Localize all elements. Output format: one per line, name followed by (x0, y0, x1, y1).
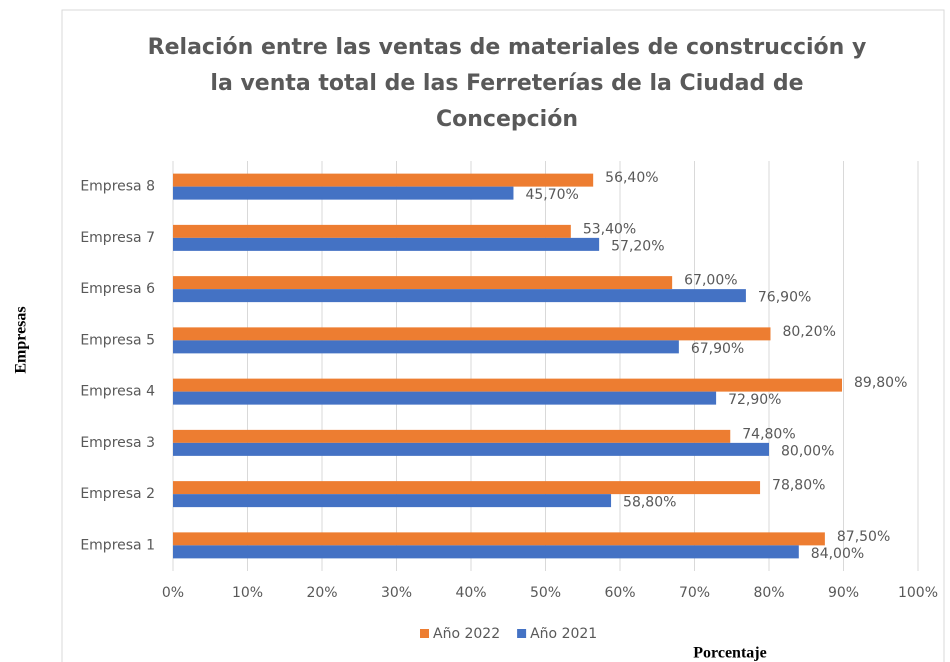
x-tick-label: 0% (162, 585, 184, 601)
value-label: 56,40% (605, 170, 658, 186)
bar (173, 224, 571, 238)
y-axis-label: Empresas (13, 306, 30, 373)
y-tick-label: Empresa 2 (80, 486, 155, 502)
bar (173, 391, 717, 405)
legend-label: Año 2021 (530, 626, 597, 642)
bar (173, 173, 594, 187)
value-label: 72,90% (728, 392, 781, 408)
x-axis-label: Porcentaje (693, 645, 766, 662)
bar (173, 378, 843, 392)
value-label: 45,70% (525, 187, 578, 203)
legend-swatch (420, 629, 429, 638)
value-label: 57,20% (611, 238, 664, 254)
x-tick-label: 40% (455, 585, 486, 601)
bar (173, 186, 514, 200)
value-label: 84,00% (811, 546, 864, 562)
value-label: 80,00% (781, 443, 834, 459)
bar (173, 481, 761, 495)
x-tick-label: 20% (306, 585, 337, 601)
y-tick-label: Empresa 7 (80, 230, 155, 246)
bar (173, 532, 825, 546)
x-tick-label: 100% (898, 585, 938, 601)
bar (173, 327, 771, 341)
value-label: 58,80% (623, 495, 676, 511)
x-tick-label: 70% (679, 585, 710, 601)
bar (173, 276, 673, 290)
value-label: 87,50% (837, 529, 890, 545)
bar (173, 442, 769, 456)
bar (173, 545, 799, 559)
bar (173, 340, 679, 354)
x-tick-label: 90% (828, 585, 859, 601)
value-label: 67,90% (691, 341, 744, 357)
value-label: 74,80% (742, 426, 795, 442)
value-label: 80,20% (782, 324, 835, 340)
x-tick-label: 50% (530, 585, 561, 601)
value-label: 89,80% (854, 375, 907, 391)
x-tick-label: 60% (604, 585, 635, 601)
x-tick-label: 80% (753, 585, 784, 601)
y-tick-label: Empresa 8 (80, 179, 155, 195)
chart-title: Relación entre las ventas de materiales … (148, 35, 867, 60)
y-tick-label: Empresa 6 (80, 281, 155, 297)
legend-label: Año 2022 (433, 626, 500, 642)
x-tick-label: 30% (381, 585, 412, 601)
bar (173, 494, 612, 508)
value-label: 67,00% (684, 273, 737, 289)
y-tick-label: Empresa 1 (80, 537, 155, 553)
chart-title: Concepción (436, 107, 578, 132)
y-tick-label: Empresa 5 (80, 332, 155, 348)
bar (173, 289, 746, 303)
value-label: 76,90% (758, 290, 811, 306)
chart-title: la venta total de las Ferreterías de la … (210, 71, 803, 96)
value-label: 78,80% (772, 478, 825, 494)
bar (173, 237, 600, 251)
y-tick-label: Empresa 4 (80, 384, 155, 400)
legend-swatch (517, 629, 527, 638)
value-label: 53,40% (583, 221, 636, 237)
y-tick-label: Empresa 3 (80, 435, 155, 451)
bar (173, 429, 731, 443)
x-tick-label: 10% (232, 585, 263, 601)
